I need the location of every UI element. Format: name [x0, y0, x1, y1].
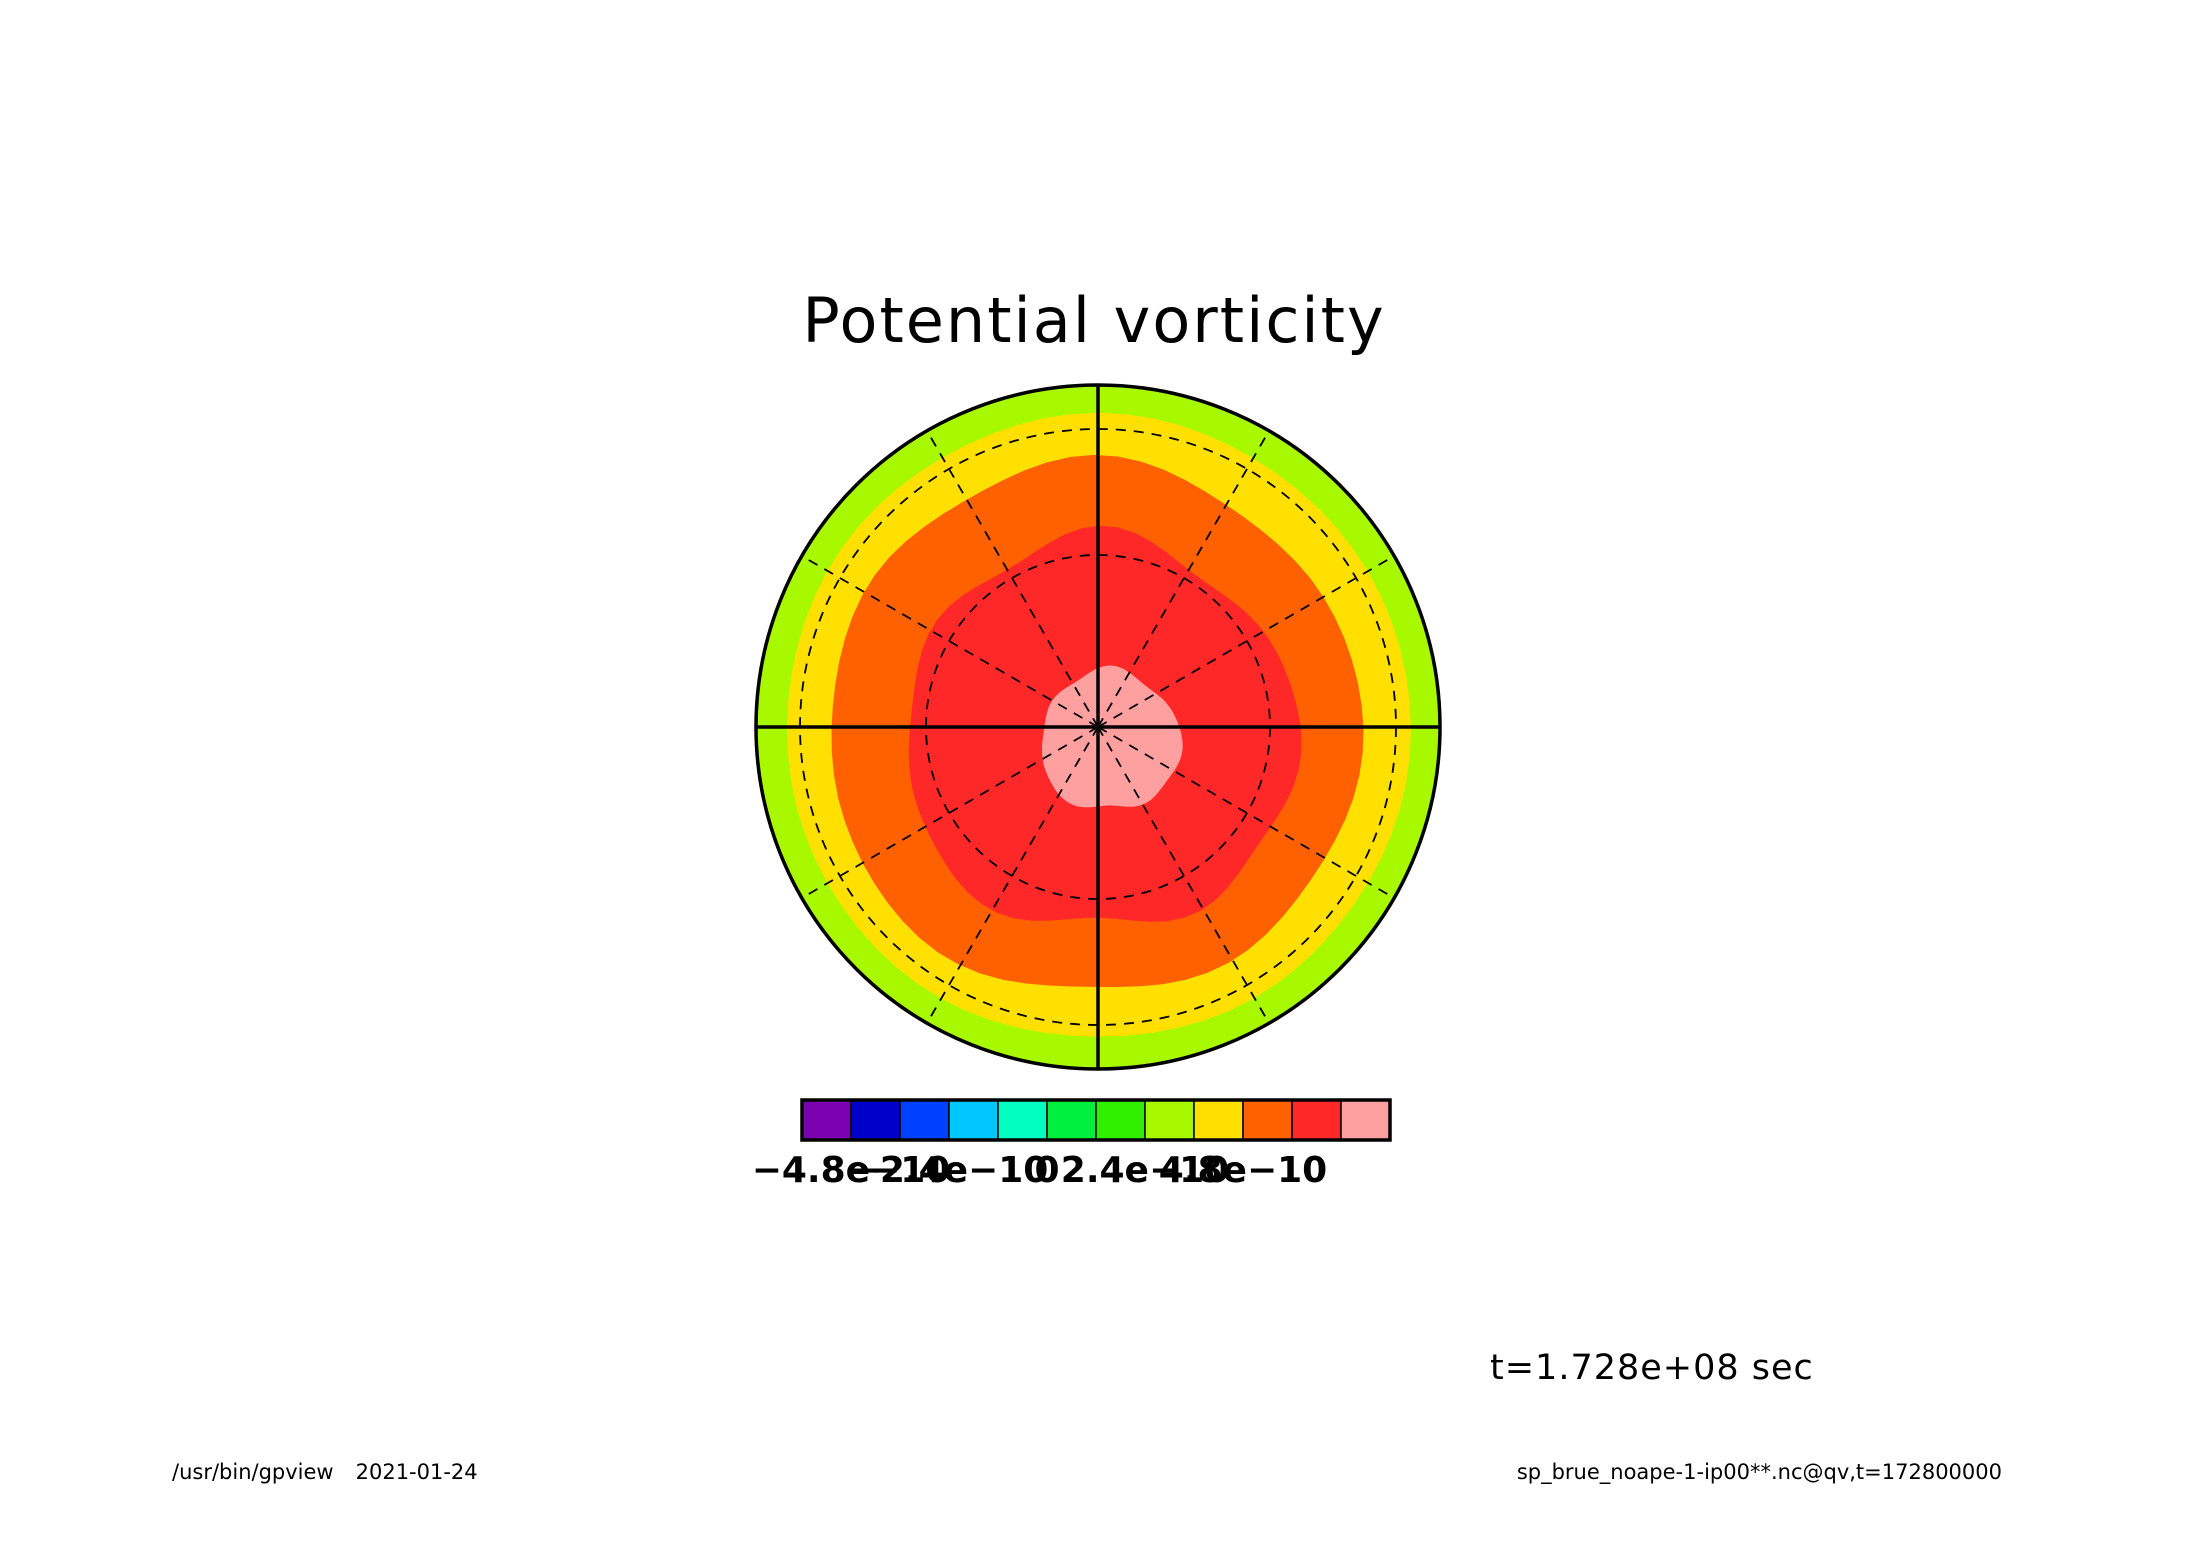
meridian-dashed: [1097, 430, 1270, 728]
colorbar-tick-label: −2.4e−10: [850, 1150, 1049, 1191]
meridian-dashed: [1097, 726, 1395, 899]
colorbar-swatch: [850, 1099, 901, 1141]
parallel-dashed: [799, 428, 1397, 1026]
colorbar-swatch: [948, 1099, 999, 1141]
colorbar-frame: [800, 1098, 1392, 1142]
colorbar-swatch: [1144, 1099, 1195, 1141]
colorbar-swatch: [1193, 1099, 1244, 1141]
colorbar-swatch: [1046, 1099, 1097, 1141]
colorbar-swatch: [1095, 1099, 1146, 1141]
plot-date: 2021-01-24: [355, 1460, 478, 1484]
colorbar: −4.8e−10−2.4e−100 2.4e−104.8e−10: [752, 1098, 1392, 1191]
colorbar-swatch: [997, 1099, 1048, 1141]
meridian-dashed: [926, 726, 1099, 1024]
meridian-dashed: [926, 430, 1099, 728]
colorbar-swatch: [899, 1099, 950, 1141]
footer-source: sp_brue_noape-1-ip00**.nc@qv,t=172800000: [1516, 1460, 2002, 1484]
colorbar-tick-label: 0: [1034, 1150, 1059, 1191]
figure-title: Potential vorticity: [802, 284, 1386, 357]
colorbar-swatch: [1242, 1099, 1293, 1141]
colorbar-swatch: [1340, 1099, 1391, 1141]
meridian-dashed: [801, 555, 1099, 728]
meridian-dashed: [1097, 555, 1395, 728]
map-boundary: [754, 383, 1442, 1071]
colorbar-tick-label: −4.8e−10: [752, 1150, 951, 1191]
meridian-dashed: [801, 726, 1099, 899]
graticule: [756, 385, 1440, 1069]
colorbar-tick-label: 2.4e−10: [1061, 1150, 1229, 1191]
colorbar-tick-label: 4.8e−10: [1159, 1150, 1327, 1191]
footer-left: /usr/bin/gpview 2021-01-24: [172, 1460, 478, 1484]
parallel-dashed: [925, 554, 1271, 900]
colorbar-swatch: [801, 1099, 852, 1141]
colorbar-swatch: [1291, 1099, 1342, 1141]
region-pole-pink: [1042, 665, 1183, 808]
time-label: t=1.728e+08 sec: [1490, 1348, 1814, 1388]
program-path: /usr/bin/gpview: [172, 1460, 334, 1484]
meridian-dashed: [1097, 726, 1270, 1024]
